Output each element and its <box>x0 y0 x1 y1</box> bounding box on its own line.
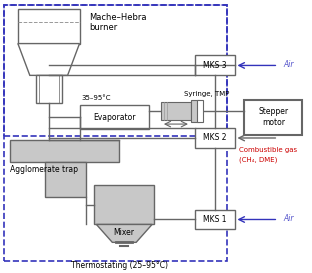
Bar <box>36 75 62 103</box>
Text: Air: Air <box>283 214 294 223</box>
Text: Agglomerate trap: Agglomerate trap <box>10 165 78 174</box>
Bar <box>18 9 80 44</box>
Text: Mache–Hebra
burner: Mache–Hebra burner <box>90 13 147 32</box>
Polygon shape <box>18 44 80 75</box>
Text: Evaporator: Evaporator <box>93 113 135 121</box>
Bar <box>45 162 86 197</box>
Bar <box>195 210 235 229</box>
Text: Thermostating (25–95°C): Thermostating (25–95°C) <box>71 261 168 270</box>
Bar <box>195 128 235 148</box>
Bar <box>80 105 149 129</box>
Bar <box>197 100 203 122</box>
Text: Mixer: Mixer <box>114 228 135 237</box>
Bar <box>10 140 119 162</box>
Bar <box>245 100 302 135</box>
Bar <box>191 100 199 122</box>
Text: (CH₄, DME): (CH₄, DME) <box>239 157 277 163</box>
Text: MKS 1: MKS 1 <box>203 215 227 224</box>
Text: Stepper
motor: Stepper motor <box>258 107 288 127</box>
Text: 35–95°C: 35–95°C <box>81 95 111 101</box>
Text: Combustible gas: Combustible gas <box>239 147 297 153</box>
Text: Syringe, TMP: Syringe, TMP <box>184 91 229 97</box>
Bar <box>4 5 227 261</box>
Text: MKS 3: MKS 3 <box>203 61 227 70</box>
Bar <box>95 185 154 224</box>
Bar <box>195 55 235 75</box>
Bar <box>161 102 191 120</box>
Bar <box>4 5 227 136</box>
Text: Air: Air <box>283 60 294 69</box>
Text: MKS 2: MKS 2 <box>203 133 227 143</box>
Polygon shape <box>96 224 152 242</box>
